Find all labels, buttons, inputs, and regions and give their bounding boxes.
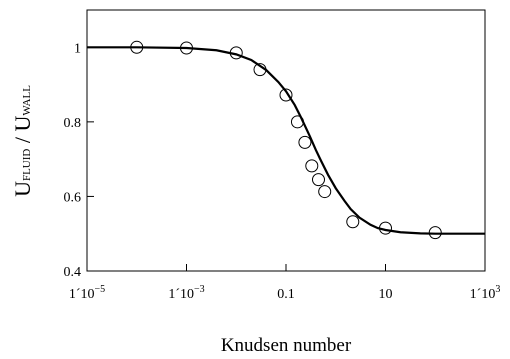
data-point-9 [318,185,332,199]
y-axis-title-sub1: FLUID [21,149,33,181]
data-point-3 [253,63,267,77]
y-axis-title-sub2: WALL [21,85,33,116]
data-point-1 [180,41,193,55]
plot-frame [86,9,486,272]
data-point-0 [130,40,144,54]
data-point-5 [290,115,304,129]
y-axis-title: UFLUID / UWALL [10,85,35,197]
data-point-4 [279,88,293,102]
y-axis-title-sep: / [10,132,35,149]
x-tick-label-1: 1´10−3 [168,284,204,302]
tick-labels: 0.4 0.6 0.8 1 1´10−5 1´10−3 0.1 10 1´103 [64,41,501,302]
data-point-10 [346,215,360,229]
data-point-12 [428,226,442,240]
y-tick-label-1: 0.6 [64,190,82,205]
y-tick-label-0: 0.4 [64,265,82,280]
series-layer [87,40,485,240]
x-axis-title: Knudsen number [221,335,352,356]
x-tick-label-3: 10 [379,287,393,302]
data-point-11 [379,221,392,235]
data-point-6 [298,135,312,149]
data-point-7 [305,159,319,173]
y-axis-title-u1: U [10,181,35,197]
ticks [86,46,486,272]
y-tick-label-2: 0.8 [64,116,82,131]
model-curve [87,46,485,235]
data-point-2 [229,46,243,60]
x-tick-label-4: 1´103 [470,284,501,302]
y-axis-title-u2: U [10,116,35,132]
x-tick-label-0: 1´10−5 [69,284,105,302]
data-point-8 [311,173,325,187]
y-tick-label-3: 1 [74,41,81,56]
x-tick-label-2: 0.1 [277,287,295,302]
